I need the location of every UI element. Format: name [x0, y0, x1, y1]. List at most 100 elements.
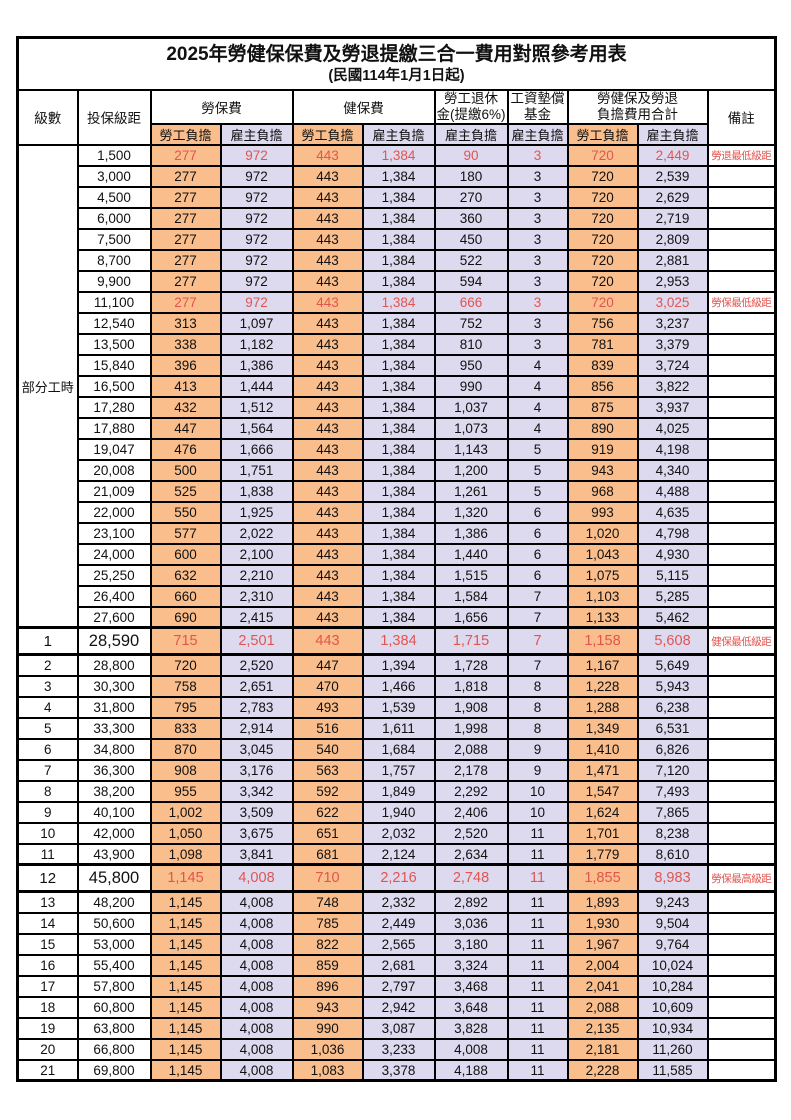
- bracket-cell: 42,000: [76, 821, 152, 845]
- cell-total_employee: 781: [566, 332, 639, 356]
- cell-pension_employer: 1,998: [433, 716, 509, 740]
- cell-pension_employer: 990: [433, 374, 509, 398]
- level-cell: 5: [16, 716, 79, 740]
- remark-cell: [706, 1016, 777, 1040]
- remark-cell: [706, 653, 777, 677]
- cell-labor_employer: 972: [219, 290, 294, 314]
- cell-labor_employer: 3,675: [219, 821, 294, 845]
- remark-cell: 勞退最低級距: [706, 143, 777, 167]
- cell-labor_employee: 413: [149, 374, 222, 398]
- cell-health_employee: 443: [291, 269, 364, 293]
- remark-cell: [706, 521, 777, 545]
- cell-labor_employee: 277: [149, 143, 222, 167]
- cell-labor_employer: 2,501: [219, 626, 294, 657]
- bracket-cell: 3,000: [76, 164, 152, 188]
- cell-pension_employer: 1,261: [433, 479, 509, 503]
- cell-wage_fund_employer: 4: [506, 416, 569, 440]
- cell-total_employee: 1,075: [566, 563, 639, 587]
- cell-health_employer: 1,384: [361, 479, 436, 503]
- cell-labor_employee: 277: [149, 206, 222, 230]
- cell-pension_employer: 3,828: [433, 1016, 509, 1040]
- cell-labor_employee: 870: [149, 737, 222, 761]
- bracket-cell: 9,900: [76, 269, 152, 293]
- cell-wage_fund_employer: 4: [506, 395, 569, 419]
- remark-cell: [706, 248, 777, 272]
- table-row: 25,250 632 2,210 443 1,384 1,515 6 1,075 5,115: [18, 563, 777, 587]
- table-row: 21,009 525 1,838 443 1,384 1,261 5 968 4,488: [18, 479, 777, 503]
- subheader-labor-employer: 雇主負擔: [219, 122, 294, 146]
- header-total: 勞健保及勞退 負擔費用合計: [566, 88, 709, 125]
- cell-health_employee: 710: [291, 863, 364, 894]
- cell-total_employee: 756: [566, 311, 639, 335]
- remark-cell: [706, 458, 777, 482]
- table-row: 27,600 690 2,415 443 1,384 1,656 7 1,133 5,462: [18, 605, 777, 629]
- table-row: 6,000 277 972 443 1,384 360 3 720 2,719: [18, 206, 777, 230]
- bracket-cell: 20,008: [76, 458, 152, 482]
- table-title-block: 2025年勞健保保費及勞退提繳三合一費用對照參考用表 (民國114年1月1日起): [16, 36, 777, 91]
- level-cell: 17: [16, 974, 79, 998]
- remark-cell: [706, 185, 777, 209]
- cell-total_employer: 9,504: [636, 911, 709, 935]
- cell-health_employee: 748: [291, 890, 364, 914]
- header-pension-line1: 勞工退休: [444, 90, 498, 106]
- level-cell: 13: [16, 890, 79, 914]
- cell-labor_employee: 660: [149, 584, 222, 608]
- table-row: 3 30,300 758 2,651 470 1,466 1,818 8 1,228 5,943: [16, 674, 777, 698]
- cell-total_employer: 7,120: [636, 758, 709, 782]
- cell-total_employee: 839: [566, 353, 639, 377]
- table-row: 16,500 413 1,444 443 1,384 990 4 856 3,822: [18, 374, 777, 398]
- cell-total_employer: 4,930: [636, 542, 709, 566]
- table-row: 11,100 277 972 443 1,384 666 3 720 3,025 勞保最低級距: [18, 290, 777, 314]
- cell-labor_employee: 277: [149, 290, 222, 314]
- cell-labor_employer: 2,651: [219, 674, 294, 698]
- cell-health_employer: 1,384: [361, 374, 436, 398]
- cell-labor_employer: 4,008: [219, 1037, 294, 1061]
- cell-total_employee: 875: [566, 395, 639, 419]
- cell-health_employee: 443: [291, 227, 364, 251]
- cell-pension_employer: 594: [433, 269, 509, 293]
- cell-health_employee: 822: [291, 932, 364, 956]
- cell-total_employee: 2,228: [566, 1058, 639, 1082]
- cell-health_employee: 443: [291, 185, 364, 209]
- bracket-cell: 19,047: [76, 437, 152, 461]
- cell-total_employer: 8,610: [636, 842, 709, 866]
- cell-health_employee: 443: [291, 437, 364, 461]
- cell-labor_employee: 955: [149, 779, 222, 803]
- table-row: 17,280 432 1,512 443 1,384 1,037 4 875 3,937: [18, 395, 777, 419]
- cell-total_employer: 2,539: [636, 164, 709, 188]
- table-row: 11 43,900 1,098 3,841 681 2,124 2,634 11 1,779 8,…: [16, 842, 777, 866]
- bracket-cell: 12,540: [76, 311, 152, 335]
- cell-health_employer: 2,332: [361, 890, 436, 914]
- cell-total_employee: 1,701: [566, 821, 639, 845]
- cell-health_employee: 443: [291, 332, 364, 356]
- cell-pension_employer: 1,656: [433, 605, 509, 629]
- cell-labor_employee: 833: [149, 716, 222, 740]
- cell-labor_employer: 2,100: [219, 542, 294, 566]
- remark-cell: [706, 737, 777, 761]
- table-row: 12 45,800 1,145 4,008 710 2,216 2,748 11 1,855 8,…: [16, 863, 777, 894]
- level-cell: 9: [16, 800, 79, 824]
- cell-total_employee: 720: [566, 248, 639, 272]
- cell-labor_employer: 1,386: [219, 353, 294, 377]
- cell-wage_fund_employer: 3: [506, 248, 569, 272]
- bracket-cell: 23,100: [76, 521, 152, 545]
- cell-wage_fund_employer: 11: [506, 995, 569, 1019]
- cell-wage_fund_employer: 7: [506, 626, 569, 657]
- table-row: 7 36,300 908 3,176 563 1,757 2,178 9 1,471 7,120: [16, 758, 777, 782]
- cell-labor_employer: 2,914: [219, 716, 294, 740]
- cell-wage_fund_employer: 8: [506, 695, 569, 719]
- cell-total_employer: 11,260: [636, 1037, 709, 1061]
- cell-labor_employer: 1,182: [219, 332, 294, 356]
- cell-labor_employee: 758: [149, 674, 222, 698]
- cell-pension_employer: 1,200: [433, 458, 509, 482]
- subheader-health-employee: 勞工負擔: [291, 122, 364, 146]
- cell-health_employee: 443: [291, 143, 364, 167]
- bracket-cell: 1,500: [76, 143, 152, 167]
- cell-labor_employee: 525: [149, 479, 222, 503]
- cell-total_employee: 1,167: [566, 653, 639, 677]
- cell-wage_fund_employer: 3: [506, 227, 569, 251]
- cell-health_employee: 443: [291, 479, 364, 503]
- cell-wage_fund_employer: 3: [506, 311, 569, 335]
- cell-labor_employer: 2,783: [219, 695, 294, 719]
- table-row: 8,700 277 972 443 1,384 522 3 720 2,881: [18, 248, 777, 272]
